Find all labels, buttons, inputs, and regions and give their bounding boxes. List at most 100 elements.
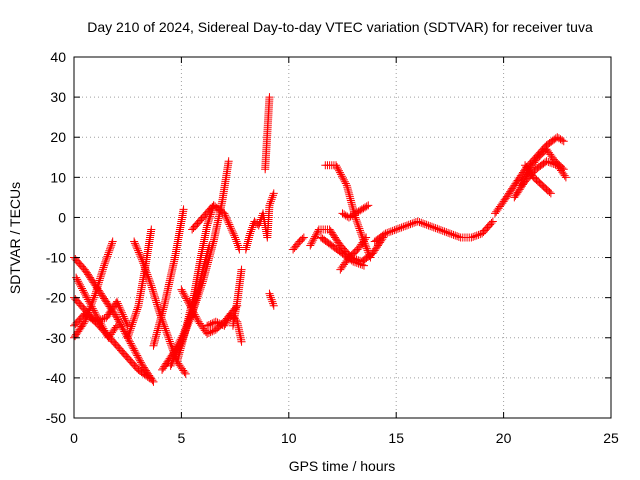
data-point xyxy=(149,341,158,350)
data-point xyxy=(81,291,90,300)
data-point xyxy=(112,313,121,322)
data-point xyxy=(100,261,109,270)
data-point xyxy=(149,287,158,296)
data-point xyxy=(244,235,253,244)
data-point xyxy=(206,320,215,329)
data-point xyxy=(157,311,166,320)
data-point xyxy=(98,265,107,274)
series-arc-25 xyxy=(370,217,497,246)
data-point xyxy=(209,239,218,248)
data-point xyxy=(433,224,442,233)
data-point xyxy=(157,313,166,322)
y-tick-label: 10 xyxy=(50,169,66,185)
series-arc-24 xyxy=(338,201,373,222)
data-point xyxy=(111,312,120,321)
y-axis-label: SDTVAR / TECUs xyxy=(7,182,23,294)
data-point xyxy=(226,222,235,231)
plot-frame xyxy=(73,56,612,419)
data-point xyxy=(467,233,476,242)
data-point xyxy=(91,310,100,319)
data-point xyxy=(339,175,348,184)
data-point xyxy=(469,232,478,241)
data-point xyxy=(204,256,213,265)
data-point xyxy=(247,225,256,234)
data-point xyxy=(237,337,246,346)
data-point xyxy=(125,337,134,346)
data-point xyxy=(173,357,182,366)
data-point xyxy=(132,242,141,251)
data-point xyxy=(165,337,174,346)
data-point xyxy=(542,157,551,166)
data-point xyxy=(131,241,140,250)
data-point xyxy=(347,256,356,265)
data-point xyxy=(113,299,122,308)
data-point xyxy=(362,242,371,251)
data-point xyxy=(346,212,355,221)
data-point xyxy=(231,235,240,244)
data-point xyxy=(162,359,171,368)
data-point xyxy=(126,326,135,335)
data-point xyxy=(364,249,373,258)
data-point xyxy=(95,276,104,285)
data-point xyxy=(269,299,278,308)
data-point xyxy=(510,193,519,202)
data-point xyxy=(395,224,404,233)
data-point xyxy=(330,233,339,242)
data-point xyxy=(91,289,100,298)
data-point xyxy=(372,243,381,252)
data-point xyxy=(165,335,174,344)
data-point xyxy=(105,246,114,255)
data-point xyxy=(124,331,133,340)
data-point xyxy=(88,276,97,285)
data-point xyxy=(76,280,85,289)
data-point xyxy=(203,321,212,330)
data-point xyxy=(449,230,458,239)
data-point xyxy=(139,363,148,372)
data-point xyxy=(181,369,190,378)
data-point xyxy=(435,225,444,234)
data-point xyxy=(89,306,98,315)
data-point xyxy=(137,360,146,369)
data-point xyxy=(154,324,163,333)
data-point xyxy=(363,246,372,255)
data-point xyxy=(150,337,159,346)
data-point xyxy=(220,321,229,330)
data-point xyxy=(103,312,112,321)
data-point xyxy=(453,232,462,241)
data-point xyxy=(488,217,497,226)
data-point xyxy=(205,252,214,261)
data-point xyxy=(158,309,167,318)
data-point xyxy=(164,333,173,342)
data-point xyxy=(167,360,176,369)
data-point xyxy=(77,322,86,331)
y-tick-label: -20 xyxy=(46,290,66,306)
data-point xyxy=(206,248,215,257)
data-point xyxy=(549,159,558,168)
data-point xyxy=(546,158,555,167)
data-point xyxy=(347,200,356,209)
data-point xyxy=(328,230,337,239)
data-point xyxy=(500,195,509,204)
data-point xyxy=(107,305,116,314)
data-point xyxy=(503,190,512,199)
data-point xyxy=(121,316,130,325)
data-point xyxy=(225,220,234,229)
series-arc-16 xyxy=(241,189,278,254)
data-point xyxy=(227,226,236,235)
data-point xyxy=(97,291,106,300)
data-point xyxy=(133,351,142,360)
data-point xyxy=(185,299,194,308)
data-point xyxy=(205,254,214,263)
data-point xyxy=(84,297,93,306)
data-point xyxy=(351,258,360,267)
y-tick-label: 40 xyxy=(50,49,66,65)
chart-title: Day 210 of 2024, Sidereal Day-to-day VTE… xyxy=(87,19,593,35)
data-point xyxy=(221,320,230,329)
data-point xyxy=(393,224,402,233)
data-point xyxy=(349,210,358,219)
data-point xyxy=(545,188,554,197)
data-point xyxy=(362,244,371,253)
data-point xyxy=(134,248,143,257)
data-point xyxy=(74,327,83,336)
data-point xyxy=(78,284,87,293)
